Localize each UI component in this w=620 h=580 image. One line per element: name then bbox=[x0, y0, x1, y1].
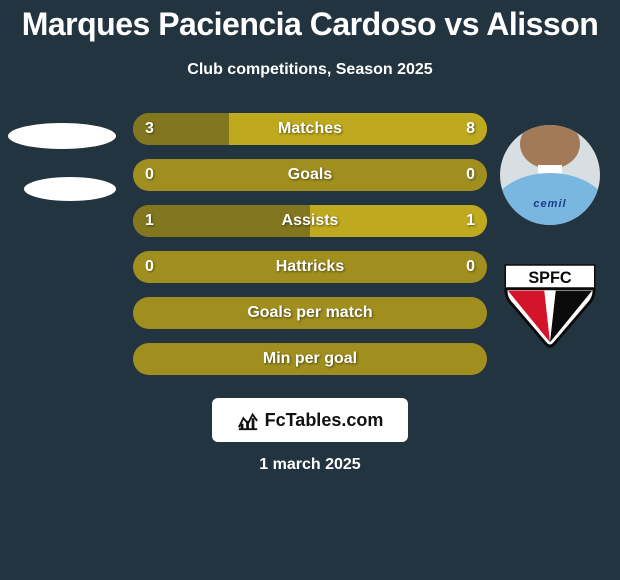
subtitle: Club competitions, Season 2025 bbox=[0, 61, 620, 79]
spfc-shield-icon: SPFC bbox=[502, 260, 598, 348]
brand-pill[interactable]: FcTables.com bbox=[212, 398, 408, 442]
chart-icon bbox=[237, 409, 259, 431]
comparison-card: Marques Paciencia Cardoso vs Alisson Clu… bbox=[0, 0, 620, 580]
stat-row: 00Goals bbox=[133, 159, 487, 191]
jersey-sponsor-text: cemil bbox=[533, 198, 566, 210]
stat-row: Goals per match bbox=[133, 297, 487, 329]
stat-label: Hattricks bbox=[133, 251, 487, 283]
snapshot-date: 1 march 2025 bbox=[0, 456, 620, 474]
stat-label: Min per goal bbox=[133, 343, 487, 375]
page-title: Marques Paciencia Cardoso vs Alisson bbox=[0, 0, 620, 43]
left-player-avatar bbox=[8, 123, 116, 149]
stat-row: 00Hattricks bbox=[133, 251, 487, 283]
stat-label: Assists bbox=[133, 205, 487, 237]
stat-label: Goals per match bbox=[133, 297, 487, 329]
brand-text: FcTables.com bbox=[265, 410, 384, 431]
stat-label: Matches bbox=[133, 113, 487, 145]
photo-jersey: cemil bbox=[500, 173, 600, 225]
right-club-badge: SPFC bbox=[502, 260, 598, 348]
stat-row: 11Assists bbox=[133, 205, 487, 237]
stat-row: 38Matches bbox=[133, 113, 487, 145]
right-player-photo: cemil bbox=[500, 125, 600, 225]
left-club-badge bbox=[24, 177, 116, 201]
badge-text: SPFC bbox=[528, 269, 572, 287]
stat-row: Min per goal bbox=[133, 343, 487, 375]
stat-label: Goals bbox=[133, 159, 487, 191]
